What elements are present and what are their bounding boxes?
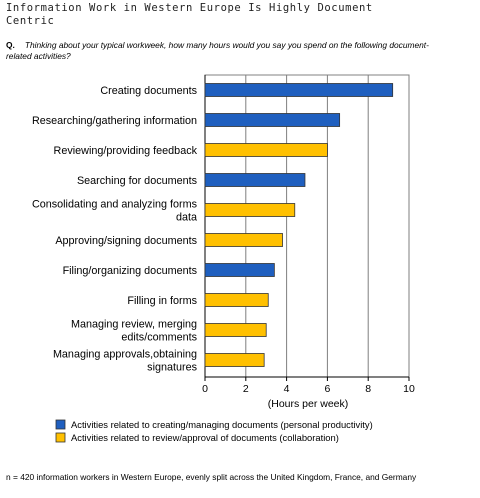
category-label: Searching for documents — [77, 175, 198, 187]
legend-label: Activities related to review/approval of… — [71, 432, 339, 443]
bar-2 — [205, 114, 340, 127]
x-axis-label: (Hours per week) — [268, 398, 349, 410]
bar-1 — [205, 84, 393, 97]
bar-7 — [205, 264, 274, 277]
legend-swatch-collaboration — [56, 433, 65, 442]
category-label: Managing review, merging — [71, 319, 197, 331]
x-tick-label: 4 — [284, 383, 290, 395]
footnote: n = 420 information workers in Western E… — [6, 472, 466, 483]
category-label: Managing approvals,obtaining — [53, 349, 197, 361]
category-label: Filling in forms — [127, 295, 197, 307]
x-tick-label: 0 — [202, 383, 208, 395]
category-label: signatures — [147, 362, 197, 374]
x-tick-label: 8 — [365, 383, 371, 395]
category-label: Creating documents — [100, 85, 197, 97]
x-tick-label: 6 — [324, 383, 330, 395]
legend-swatch-personal — [56, 420, 65, 429]
bar-8 — [205, 294, 268, 307]
bar-4 — [205, 174, 305, 187]
bar-5 — [205, 204, 295, 217]
bar-10 — [205, 354, 264, 367]
category-label: Consolidating and analyzing forms — [32, 199, 198, 211]
category-label: data — [176, 212, 197, 224]
category-label: Reviewing/providing feedback — [54, 145, 198, 157]
bar-3 — [205, 144, 327, 157]
category-label: Researching/gathering information — [32, 115, 197, 127]
category-label: Approving/signing documents — [55, 235, 197, 247]
x-tick-label: 2 — [243, 383, 249, 395]
category-label: Filing/organizing documents — [63, 265, 198, 277]
legend-label: Activities related to creating/managing … — [71, 419, 373, 430]
bar-6 — [205, 234, 283, 247]
bar-9 — [205, 324, 266, 337]
category-label: edits/comments — [121, 332, 197, 344]
x-tick-label: 10 — [403, 383, 415, 395]
